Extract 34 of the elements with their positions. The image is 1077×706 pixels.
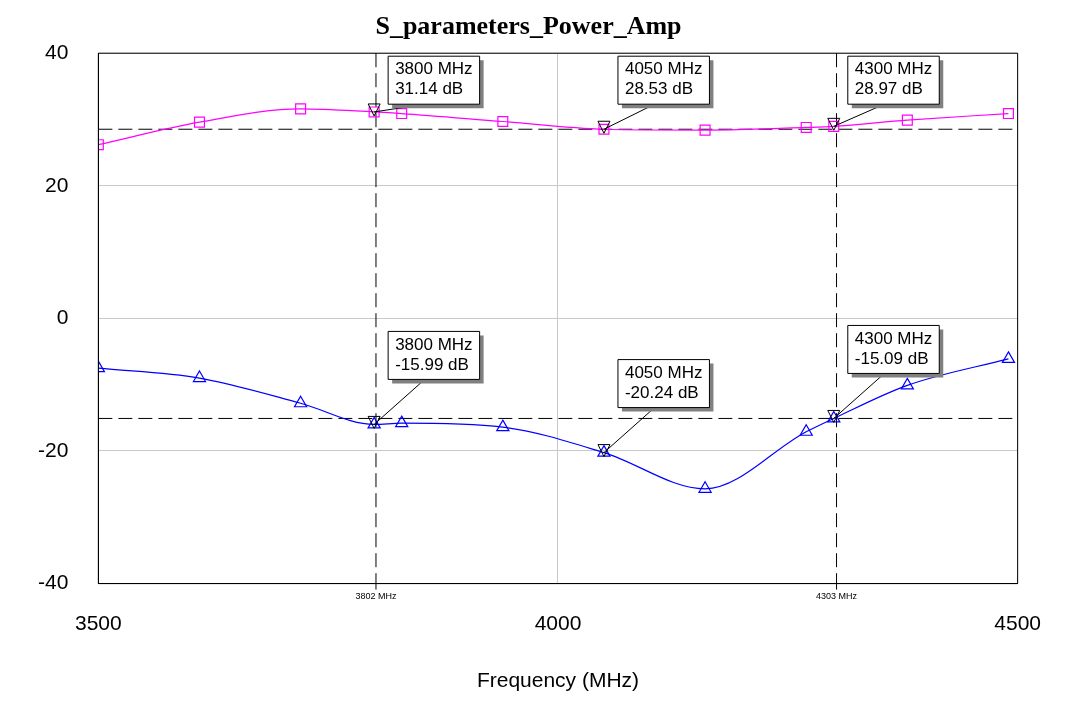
point [396, 107, 408, 120]
y-tick-label: 20 [44, 172, 69, 196]
point [799, 424, 813, 436]
x-tick-label: 3500 [74, 611, 122, 634]
annotation: 4300 MHz -15.09 dB [854, 328, 933, 368]
x-tick-label: 4500 [994, 611, 1041, 634]
point [497, 115, 509, 128]
x-tick-label: 4000 [534, 611, 582, 634]
chart-title: S_parameters_Power_Amp [375, 11, 682, 41]
y-tick-label: 0 [56, 305, 69, 329]
annotation: 3800 MHz -15.99 dB [395, 334, 473, 374]
point [192, 370, 207, 383]
point [1002, 107, 1014, 120]
point [395, 415, 409, 428]
point [901, 114, 913, 126]
point [193, 116, 206, 128]
annotation: 4300 MHz 28.97 dB [854, 59, 933, 99]
point [900, 377, 914, 390]
point [800, 121, 812, 134]
x-axis-title: Frequency (MHz) [476, 668, 640, 692]
point [295, 103, 307, 115]
point [1001, 351, 1016, 363]
ref-line-label: 4303 MHz [816, 590, 858, 601]
ref-line-label: 3802 MHz [355, 590, 397, 601]
point [293, 395, 308, 408]
point [698, 481, 712, 493]
annotation: 4050 MHz 28.53 dB [624, 59, 703, 99]
y-tick-label: -20 [37, 437, 69, 461]
annotation: 3800 MHz 31.14 dB [395, 59, 473, 99]
point [699, 124, 711, 136]
annotation: 4050 MHz -20.24 dB [624, 362, 703, 402]
y-tick-label: -40 [37, 570, 69, 594]
point [496, 419, 510, 432]
y-tick-label: 40 [44, 40, 69, 63]
